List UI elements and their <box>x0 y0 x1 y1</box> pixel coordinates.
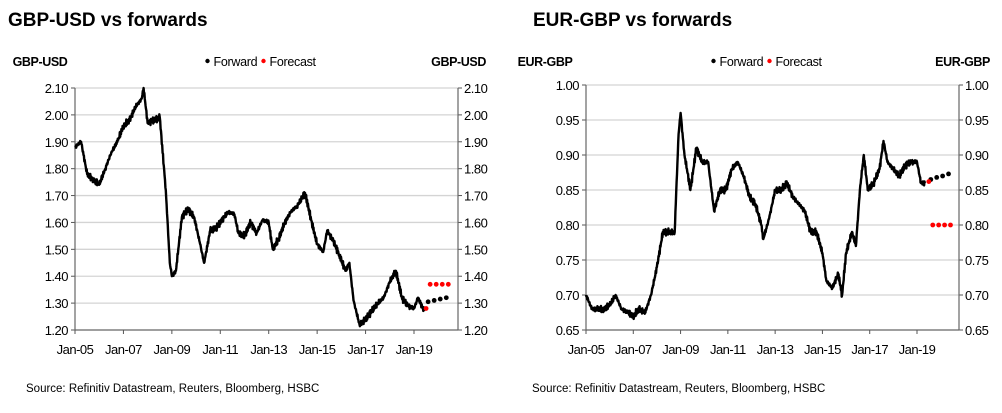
right-tick-label: 1.80 <box>464 162 488 177</box>
x-tick-label: Jan-09 <box>662 342 699 357</box>
x-tick-label: Jan-07 <box>615 342 652 357</box>
x-tick-label: Jan-05 <box>568 342 605 357</box>
x-tick-label: Jan-11 <box>202 342 238 357</box>
right-tick-label: 1.40 <box>464 269 488 284</box>
left-tick-label: 1.30 <box>45 296 69 311</box>
forecast-point <box>439 281 445 287</box>
x-tick-label: Jan-17 <box>851 342 888 357</box>
left-tick-label: 0.85 <box>556 183 580 198</box>
right-tick-label: 0.70 <box>965 288 989 303</box>
right-tick-label: 1.60 <box>464 215 488 230</box>
chart-eur-gbp: EUR-GBP vs forwards EUR-GBP EUR-GBP Forward… <box>518 10 991 395</box>
legend-forward-marker <box>711 58 716 64</box>
left-tick-label: 1.50 <box>45 242 69 257</box>
chart-title: EUR-GBP vs forwards <box>533 10 732 31</box>
left-axis-label: GBP-USD <box>13 55 68 69</box>
right-tick-label: 0.75 <box>965 253 989 268</box>
forecast-point <box>433 281 439 287</box>
left-tick-label: 1.70 <box>45 189 69 204</box>
x-tick-label: Jan-11 <box>710 342 746 357</box>
forward-point <box>934 175 940 180</box>
forecast-point <box>948 222 953 228</box>
forecast-point <box>930 222 936 228</box>
forecast-point <box>936 222 942 228</box>
forward-point <box>946 171 951 177</box>
forward-point <box>443 295 449 301</box>
forecast-point <box>942 222 947 228</box>
right-tick-label: 2.10 <box>464 81 488 96</box>
right-tick-label: 0.65 <box>965 323 989 338</box>
x-tick-label: Jan-09 <box>153 342 190 357</box>
legend-forecast-label: Forecast <box>776 55 823 69</box>
chart-title: GBP-USD vs forwards <box>8 10 208 31</box>
right-tick-label: 0.90 <box>965 148 989 163</box>
x-tick-label: Jan-19 <box>899 342 936 357</box>
legend-forward-label: Forward <box>720 55 764 69</box>
left-axis-label: EUR-GBP <box>518 55 573 69</box>
left-tick-label: 1.00 <box>556 78 580 93</box>
forecast-point <box>445 281 451 287</box>
left-tick-label: 0.65 <box>556 323 580 338</box>
legend-forward-label: Forward <box>214 55 258 69</box>
left-tick-label: 2.00 <box>45 108 69 123</box>
right-axis-label: GBP-USD <box>431 55 486 69</box>
left-tick-label: 0.80 <box>556 218 580 233</box>
right-tick-label: 1.20 <box>464 323 488 338</box>
left-tick-label: 0.75 <box>556 253 580 268</box>
legend-forecast-marker <box>261 58 266 64</box>
x-tick-label: Jan-07 <box>105 342 142 357</box>
left-tick-label: 1.80 <box>45 162 69 177</box>
right-tick-label: 0.80 <box>965 218 989 233</box>
left-tick-label: 0.95 <box>556 113 580 128</box>
right-tick-label: 1.30 <box>464 296 488 311</box>
left-tick-label: 1.60 <box>45 215 69 230</box>
x-tick-label: Jan-05 <box>57 342 94 357</box>
right-tick-label: 1.50 <box>464 242 488 257</box>
x-tick-label: Jan-15 <box>804 342 841 357</box>
x-tick-label: Jan-17 <box>347 342 384 357</box>
right-tick-label: 0.95 <box>965 113 989 128</box>
right-tick-label: 2.00 <box>464 108 488 123</box>
spot-series-line <box>584 111 927 321</box>
right-tick-label: 1.90 <box>464 135 488 150</box>
left-tick-label: 0.90 <box>556 148 580 163</box>
forecast-point <box>926 179 932 185</box>
x-tick-label: Jan-15 <box>299 342 336 357</box>
forward-point <box>437 296 443 302</box>
forward-point <box>940 173 946 179</box>
x-tick-label: Jan-13 <box>250 342 287 357</box>
forward-point <box>425 299 431 305</box>
forward-point <box>431 298 437 303</box>
forecast-point <box>427 281 433 287</box>
left-tick-label: 1.40 <box>45 269 69 284</box>
right-axis-label: EUR-GBP <box>935 55 990 69</box>
x-tick-label: Jan-19 <box>396 342 433 357</box>
right-tick-label: 0.85 <box>965 183 989 198</box>
legend-forecast-label: Forecast <box>270 55 317 69</box>
legend-forward-marker <box>205 58 210 64</box>
left-tick-label: 1.20 <box>45 323 69 338</box>
left-tick-label: 0.70 <box>556 288 580 303</box>
forecast-point <box>423 306 429 311</box>
right-tick-label: 1.70 <box>464 189 488 204</box>
legend-forecast-marker <box>767 58 772 64</box>
left-tick-label: 2.10 <box>45 81 69 96</box>
right-tick-label: 1.00 <box>965 78 989 93</box>
chart-gbp-usd: GBP-USD vs forwards GBP-USD GBP-USD Forward… <box>8 10 488 395</box>
source-note: Source: Refinitiv Datastream, Reuters, B… <box>532 383 825 395</box>
source-note: Source: Refinitiv Datastream, Reuters, B… <box>26 383 319 395</box>
x-tick-label: Jan-13 <box>757 342 794 357</box>
left-tick-label: 1.90 <box>45 135 69 150</box>
spot-series-line <box>74 86 426 328</box>
